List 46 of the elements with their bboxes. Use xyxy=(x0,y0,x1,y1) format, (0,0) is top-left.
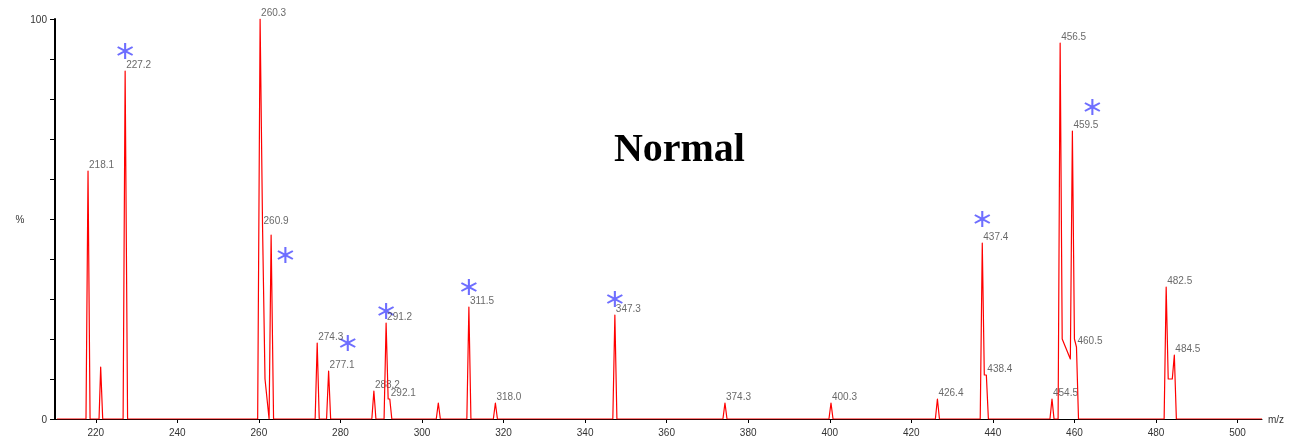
annotation: 311.5 xyxy=(469,294,495,306)
annotation: 277.1 xyxy=(329,358,356,370)
annotation: 291.2 xyxy=(387,310,413,322)
point xyxy=(460,279,477,295)
x-tick-label: 280 xyxy=(332,426,350,437)
annotation: 459.5 xyxy=(1073,118,1099,130)
x-tick-label: 380 xyxy=(739,426,757,437)
annotation: 260.3 xyxy=(261,6,287,18)
point xyxy=(974,211,991,227)
x-tick-label: 440 xyxy=(984,426,1002,437)
annotation: 484.5 xyxy=(1175,342,1201,354)
annotation: 374.3 xyxy=(725,390,752,402)
point xyxy=(117,43,134,59)
x-tick-label: 500 xyxy=(1229,426,1247,437)
annotation: 438.4 xyxy=(987,362,1013,374)
annotation: 227.2 xyxy=(126,58,152,70)
x-tick-label: 300 xyxy=(413,426,431,437)
annotation: 437.4 xyxy=(983,230,1009,242)
x-tick-label: 460 xyxy=(1066,426,1084,437)
x-tick-label: 260 xyxy=(250,426,268,437)
annotation: 292.1 xyxy=(390,386,417,398)
x-tick-label: 360 xyxy=(658,426,676,437)
text: Normal xyxy=(613,124,745,170)
x-tick-label: 420 xyxy=(902,426,921,437)
annotation: 460.5 xyxy=(1077,334,1103,346)
x-tick-label: 240 xyxy=(168,426,187,437)
annotation: 400.3 xyxy=(831,390,858,402)
x-tick-label: 480 xyxy=(1147,426,1165,437)
y-axis-title: % xyxy=(15,213,25,225)
y-tick-label: 100 xyxy=(30,13,48,25)
point xyxy=(277,247,294,263)
annotation: 347.3 xyxy=(615,302,642,314)
y-tick-label: 0 xyxy=(41,413,48,425)
x-tick-label: 340 xyxy=(576,426,594,437)
x-tick-label: 320 xyxy=(495,426,513,437)
annotation: 482.5 xyxy=(1167,274,1193,286)
annotation: 218.1 xyxy=(89,158,115,170)
annotation: 456.5 xyxy=(1061,30,1087,42)
point xyxy=(1084,99,1101,115)
annotation: 426.4 xyxy=(938,386,964,398)
annotation: 260.9 xyxy=(263,214,290,226)
x-axis-title: m/z xyxy=(1268,413,1285,425)
annotation: 274.3 xyxy=(318,330,344,342)
annotation: 318.0 xyxy=(496,390,522,402)
x-tick-label: 400 xyxy=(821,426,839,437)
x-tick-label: 220 xyxy=(87,426,105,437)
